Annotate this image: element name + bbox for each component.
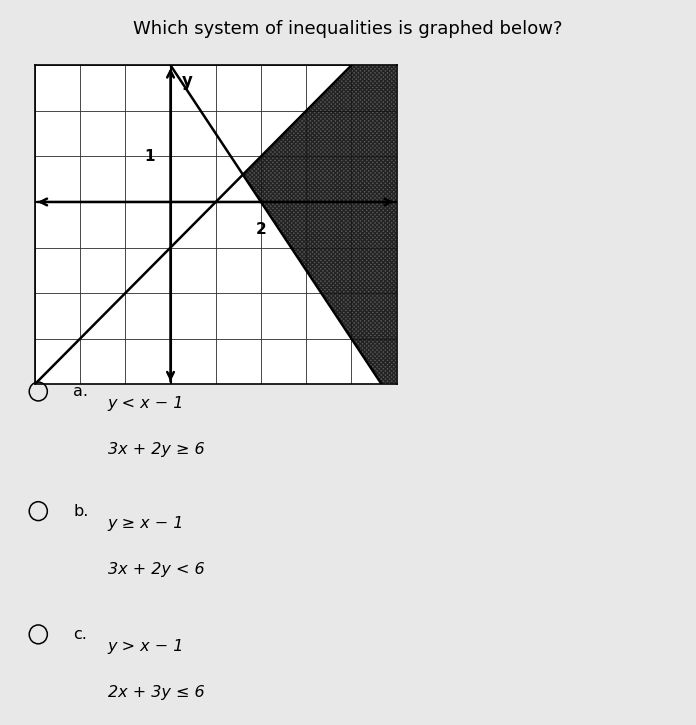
Text: Which system of inequalities is graphed below?: Which system of inequalities is graphed … [133,20,563,38]
Text: 2: 2 [255,223,267,238]
Text: y > x − 1: y > x − 1 [108,639,184,654]
Text: 3x + 2y < 6: 3x + 2y < 6 [108,562,205,576]
Text: 1: 1 [144,149,155,164]
Text: a.: a. [73,384,88,399]
Text: c.: c. [73,627,87,642]
Text: y ≥ x − 1: y ≥ x − 1 [108,516,184,531]
Text: y: y [182,72,193,90]
Text: y < x − 1: y < x − 1 [108,397,184,411]
Text: 3x + 2y ≥ 6: 3x + 2y ≥ 6 [108,442,205,457]
Text: b.: b. [73,504,88,518]
Text: 2x + 3y ≤ 6: 2x + 3y ≤ 6 [108,685,205,700]
